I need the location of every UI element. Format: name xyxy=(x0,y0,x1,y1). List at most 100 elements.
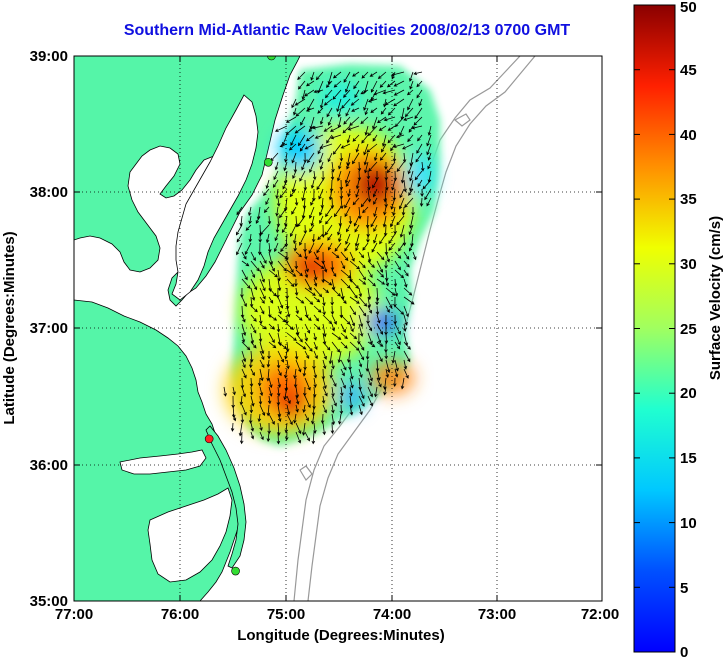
velocity-arrow xyxy=(393,89,405,96)
velocity-arrow xyxy=(364,107,369,116)
colorbar-tick-label: 0 xyxy=(680,644,688,659)
velocity-arrow xyxy=(358,404,363,416)
velocity-arrow xyxy=(267,215,272,225)
velocity-arrow xyxy=(345,179,351,188)
velocity-arrow xyxy=(358,305,367,317)
x-tick-label: 75:00 xyxy=(267,606,305,623)
velocity-arrow xyxy=(370,80,378,93)
velocity-arrow xyxy=(276,215,281,228)
velocity-arrow xyxy=(310,215,315,227)
velocity-arrow xyxy=(294,125,306,134)
velocity-arrow xyxy=(390,215,396,228)
velocity-arrow xyxy=(322,350,327,360)
y-tick-label: 39:00 xyxy=(30,48,68,65)
velocity-arrow xyxy=(343,116,351,125)
velocity-arrow xyxy=(403,314,408,326)
velocity-arrow xyxy=(274,161,279,171)
x-tick-label: 77:00 xyxy=(55,606,93,623)
velocity-arrow xyxy=(249,377,254,388)
velocity-arrow xyxy=(290,134,297,146)
velocity-arrow xyxy=(331,269,337,278)
velocity-arrow xyxy=(343,89,351,98)
velocity-arrow xyxy=(402,152,407,163)
velocity-arrow xyxy=(399,224,405,238)
velocity-arrow xyxy=(407,98,414,111)
velocity-arrow xyxy=(331,332,342,340)
velocity-arrow xyxy=(403,260,410,268)
velocity-arrow xyxy=(367,125,378,137)
velocity-arrow xyxy=(322,314,333,325)
velocity-arrow xyxy=(241,386,247,398)
velocity-arrow xyxy=(349,332,358,340)
velocity-arrow xyxy=(358,341,365,351)
velocity-arrow xyxy=(346,134,351,144)
velocity-arrow xyxy=(245,224,252,231)
velocity-arrow xyxy=(322,296,326,307)
velocity-arrow xyxy=(368,161,378,172)
velocity-arrow xyxy=(376,251,385,261)
velocity-arrow xyxy=(289,224,297,237)
velocity-arrow xyxy=(348,215,353,225)
velocity-arrow xyxy=(328,188,333,201)
velocity-arrow xyxy=(313,368,318,379)
velocity-arrow xyxy=(286,359,290,370)
velocity-arrow xyxy=(376,332,382,344)
velocity-arrow xyxy=(398,197,405,210)
velocity-arrow xyxy=(250,269,256,279)
velocity-arrow xyxy=(321,224,326,238)
velocity-arrow xyxy=(357,332,361,345)
grid xyxy=(74,56,602,601)
velocity-arrow xyxy=(259,305,265,315)
velocity-arrow xyxy=(281,224,288,233)
velocity-arrow xyxy=(322,305,326,316)
velocity-arrow xyxy=(276,386,281,397)
velocity-arrow xyxy=(276,287,280,299)
velocity-arrow xyxy=(361,134,369,144)
velocity-arrow xyxy=(232,413,237,422)
velocity-arrow xyxy=(403,179,407,193)
velocity-arrow xyxy=(330,296,334,306)
velocity-arrow xyxy=(317,233,324,241)
velocity-arrow xyxy=(345,107,351,117)
velocity-arrow xyxy=(393,170,398,182)
velocity-arrow xyxy=(330,170,335,181)
velocity-arrow xyxy=(373,152,378,162)
velocity-arrow xyxy=(313,332,317,341)
velocity-arrow xyxy=(295,314,303,321)
velocity-arrow xyxy=(373,233,378,244)
velocity-arrow xyxy=(427,152,432,161)
velocity-arrow xyxy=(340,143,351,149)
velocity-arrow xyxy=(394,116,405,128)
velocity-arrow xyxy=(304,296,314,305)
velocity-arrow xyxy=(385,359,391,374)
velocity-arrow xyxy=(403,251,410,260)
velocity-arrow xyxy=(357,170,362,181)
velocity-arrow xyxy=(404,197,414,208)
velocity-arrow xyxy=(304,377,311,391)
velocity-arrow xyxy=(312,386,317,398)
velocity-arrow xyxy=(240,413,245,424)
velocity-arrow xyxy=(259,296,265,304)
velocity-arrow xyxy=(411,125,423,130)
velocity-arrow xyxy=(311,413,315,425)
velocity-arrow xyxy=(358,395,365,407)
velocity-arrow xyxy=(249,404,254,414)
velocity-arrow xyxy=(349,260,361,270)
velocity-arrow xyxy=(407,161,414,175)
velocity-arrow xyxy=(346,161,351,170)
velocity-arrow xyxy=(322,278,333,286)
land-layer xyxy=(74,56,301,601)
velocity-arrow xyxy=(349,296,360,304)
velocity-arrow xyxy=(304,350,310,360)
velocity-arrow xyxy=(366,170,371,180)
velocity-arrow xyxy=(331,314,337,325)
velocity-arrow xyxy=(396,215,405,226)
velocity-arrow xyxy=(417,134,423,142)
velocity-arrow xyxy=(331,386,335,397)
velocity-arrow xyxy=(241,251,247,260)
velocity-arrow xyxy=(265,197,270,206)
velocity-arrow xyxy=(343,71,351,83)
velocity-arrow xyxy=(380,107,387,115)
velocity-arrow xyxy=(322,386,328,397)
velocity-arrow xyxy=(415,152,423,163)
